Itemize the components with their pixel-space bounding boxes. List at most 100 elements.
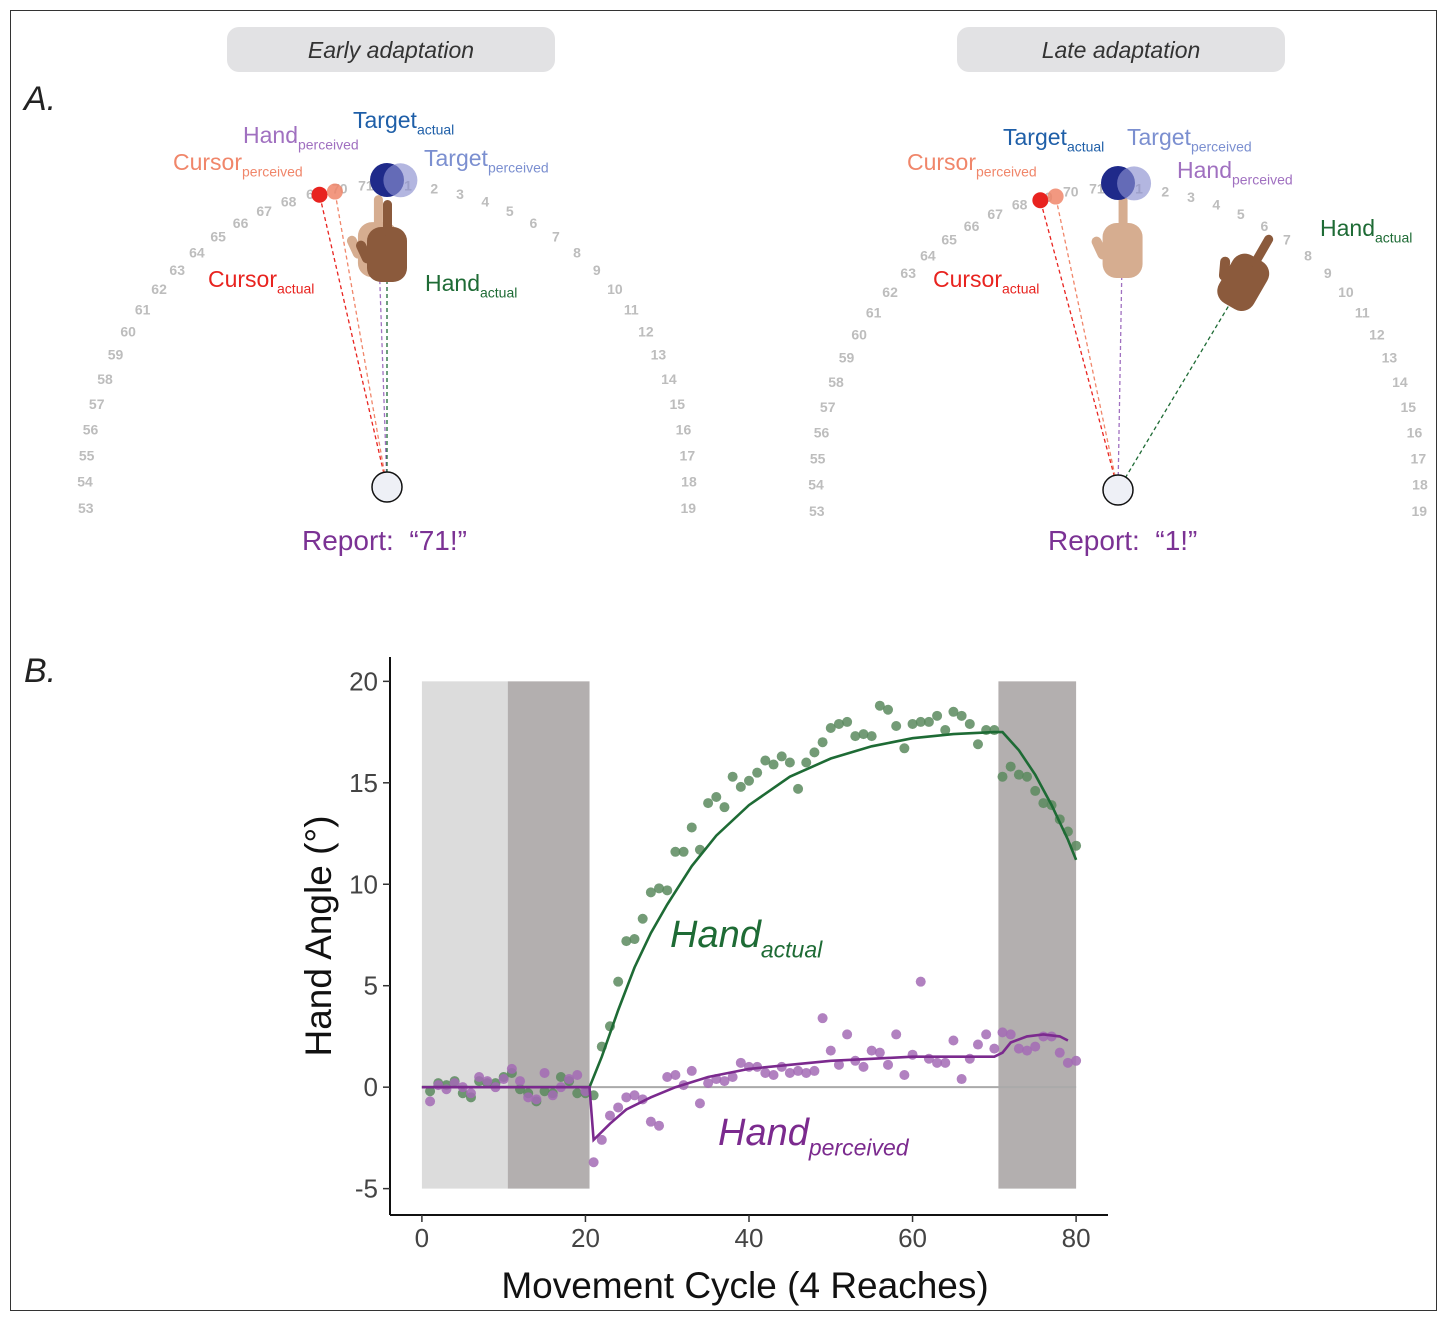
start-position <box>371 471 403 503</box>
marker-label: Targetactual <box>353 107 454 137</box>
data-point <box>719 1076 730 1087</box>
data-point <box>891 1029 902 1040</box>
dial-number: 61 <box>866 304 882 320</box>
data-point <box>907 718 918 729</box>
dial-number: 67 <box>987 206 1003 222</box>
marker-label-main: Cursor <box>907 149 976 175</box>
marker-label-sub: actual <box>1067 138 1104 154</box>
annotation-sub: perceived <box>808 1134 910 1160</box>
data-point <box>449 1078 460 1089</box>
dial-number: 54 <box>808 477 824 493</box>
annotation-main: Hand <box>718 1112 811 1154</box>
marker-label: Handperceived <box>1177 157 1293 187</box>
data-point <box>694 1098 705 1109</box>
marker-label-main: Target <box>424 145 489 171</box>
data-point <box>776 751 787 762</box>
dial-number: 59 <box>108 347 124 363</box>
data-point <box>613 976 624 987</box>
cursor-perceived <box>326 183 343 200</box>
hand-thumb <box>1091 236 1108 260</box>
marker-label-sub: perceived <box>488 159 549 175</box>
dial-number: 59 <box>839 350 855 366</box>
marker-label-main: Cursor <box>208 266 277 292</box>
data-point <box>842 716 853 727</box>
dial-number: 2 <box>430 181 438 197</box>
x-tick-label: 60 <box>898 1223 927 1253</box>
data-point <box>850 731 861 742</box>
data-point <box>989 1043 1000 1054</box>
panel-label: B. <box>24 652 56 690</box>
hand-finger <box>1118 196 1128 233</box>
data-point <box>760 1067 771 1078</box>
shaded-region <box>421 681 508 1189</box>
data-point <box>498 1074 509 1085</box>
marker-label-main: Target <box>353 107 418 133</box>
x-tick-label: 40 <box>735 1223 764 1253</box>
dial-number: 12 <box>638 323 654 339</box>
dial-number: 19 <box>1411 503 1427 519</box>
x-tick-label: 20 <box>571 1223 600 1253</box>
dial-number: 64 <box>920 247 936 263</box>
marker-label-sub: perceived <box>242 163 303 179</box>
data-point <box>997 771 1008 782</box>
marker-label-sub: perceived <box>1232 171 1293 187</box>
marker-label: Cursorperceived <box>907 149 1037 179</box>
data-point <box>539 1086 550 1097</box>
cursor-actual <box>311 186 328 203</box>
dial-number: 55 <box>810 450 826 466</box>
dial-number: 6 <box>1261 218 1269 234</box>
data-point <box>1013 1043 1024 1054</box>
marker-label-main: Hand <box>1320 215 1375 241</box>
dial-number: 18 <box>1412 477 1428 493</box>
data-point <box>760 755 771 766</box>
data-point <box>572 1088 583 1099</box>
data-point <box>964 718 975 729</box>
dial-number: 56 <box>814 424 830 440</box>
data-point <box>915 976 926 987</box>
dial-number: 10 <box>1338 284 1354 300</box>
shaded-region <box>998 681 1077 1189</box>
x-tick-label: 0 <box>415 1223 429 1253</box>
data-point <box>825 1045 836 1056</box>
hand-thumb <box>1218 256 1231 281</box>
data-point <box>801 757 812 768</box>
marker-label: Targetperceived <box>424 145 549 175</box>
marker-label-sub: actual <box>1375 229 1412 245</box>
dial-number: 54 <box>77 474 93 490</box>
dial-number: 8 <box>573 244 581 260</box>
dial-number: 53 <box>78 500 94 516</box>
dial-number: 60 <box>851 326 867 342</box>
hand-finger <box>1250 234 1274 268</box>
marker-label: Targetactual <box>1003 124 1104 154</box>
dial-number: 64 <box>189 244 205 260</box>
data-point <box>768 1069 779 1080</box>
data-point <box>948 706 959 717</box>
marker-label: Handactual <box>425 270 517 300</box>
annotation: Handperceived <box>718 1112 910 1160</box>
report-text: Report: “1!” <box>1048 525 1197 556</box>
target-perceived <box>383 163 418 198</box>
data-point <box>956 710 967 721</box>
dial-number: 13 <box>651 347 667 363</box>
data-point <box>858 1061 869 1072</box>
data-point <box>1013 769 1024 780</box>
data-point <box>604 1110 615 1121</box>
data-point <box>817 737 828 748</box>
data-point <box>654 883 665 894</box>
data-point <box>1054 1047 1065 1058</box>
data-point <box>784 757 795 768</box>
data-point <box>809 1065 820 1076</box>
data-point <box>613 1102 624 1113</box>
data-point <box>703 798 714 809</box>
data-point <box>972 1039 983 1050</box>
x-tick-label: 80 <box>1062 1223 1091 1253</box>
data-point <box>940 725 951 736</box>
data-point <box>981 1029 992 1040</box>
data-point <box>621 936 632 947</box>
data-point <box>1030 785 1041 796</box>
target-perceived <box>1117 166 1152 201</box>
marker-label-main: Hand <box>243 122 298 148</box>
data-point <box>940 1057 951 1068</box>
cursor-perceived <box>1047 188 1064 205</box>
fit-line <box>421 730 1078 1089</box>
